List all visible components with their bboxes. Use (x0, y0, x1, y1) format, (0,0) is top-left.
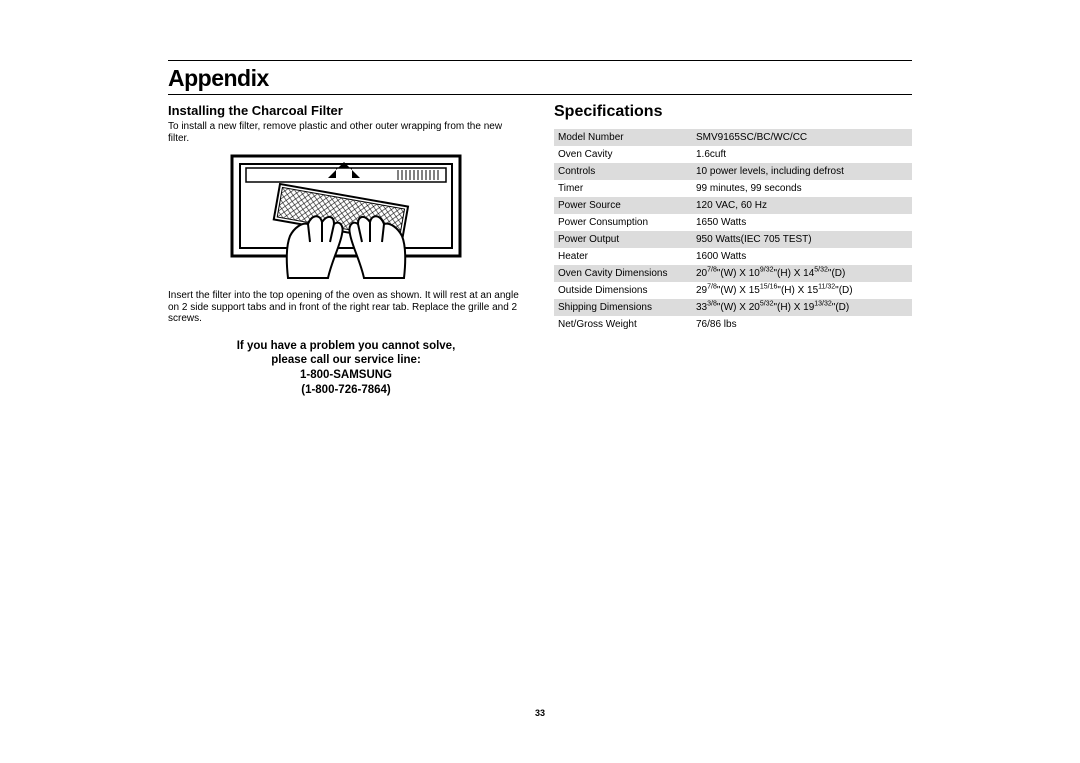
specs-table: Model NumberSMV9165SC/BC/WC/CCOven Cavit… (554, 129, 912, 333)
callout-line: (1-800-726-7864) (168, 383, 524, 398)
table-row: Power Output950 Watts(IEC 705 TEST) (554, 231, 912, 248)
spec-label: Oven Cavity Dimensions (554, 265, 692, 282)
spec-label: Model Number (554, 129, 692, 146)
table-row: Oven Cavity Dimensions207/8"(W) X 109/32… (554, 265, 912, 282)
spec-label: Power Consumption (554, 214, 692, 231)
spec-value: 1.6cuft (692, 146, 912, 163)
spec-label: Outside Dimensions (554, 282, 692, 299)
spec-value: 1650 Watts (692, 214, 912, 231)
table-row: Model NumberSMV9165SC/BC/WC/CC (554, 129, 912, 146)
table-row: Power Consumption1650 Watts (554, 214, 912, 231)
two-column-layout: Installing the Charcoal Filter To instal… (168, 103, 912, 398)
top-rule (168, 60, 912, 61)
spec-label: Controls (554, 163, 692, 180)
spec-value: 950 Watts(IEC 705 TEST) (692, 231, 912, 248)
table-row: Controls10 power levels, including defro… (554, 163, 912, 180)
spec-value: 1600 Watts (692, 248, 912, 265)
spec-label: Power Output (554, 231, 692, 248)
table-row: Oven Cavity1.6cuft (554, 146, 912, 163)
spec-label: Heater (554, 248, 692, 265)
install-caption: Insert the filter into the top opening o… (168, 290, 524, 325)
table-row: Power Source120 VAC, 60 Hz (554, 197, 912, 214)
install-intro: To install a new filter, remove plastic … (168, 121, 524, 144)
table-row: Heater1600 Watts (554, 248, 912, 265)
page-content: Appendix Installing the Charcoal Filter … (168, 60, 912, 398)
callout-line: please call our service line: (168, 353, 524, 368)
table-row: Shipping Dimensions333/8"(W) X 205/32"(H… (554, 299, 912, 316)
page-title: Appendix (168, 65, 269, 92)
spec-value: 10 power levels, including defrost (692, 163, 912, 180)
spec-label: Timer (554, 180, 692, 197)
left-column: Installing the Charcoal Filter To instal… (168, 103, 524, 398)
spec-label: Oven Cavity (554, 146, 692, 163)
spec-label: Power Source (554, 197, 692, 214)
spec-label: Net/Gross Weight (554, 316, 692, 333)
title-row: Appendix (168, 65, 912, 95)
spec-value: 297/8"(W) X 1515/16"(H) X 1511/32"(D) (692, 282, 912, 299)
install-heading: Installing the Charcoal Filter (168, 103, 524, 118)
table-row: Net/Gross Weight76/86 lbs (554, 316, 912, 333)
spec-value: 99 minutes, 99 seconds (692, 180, 912, 197)
right-column: Specifications Model NumberSMV9165SC/BC/… (554, 103, 912, 398)
filter-install-illustration (228, 150, 464, 280)
table-row: Outside Dimensions297/8"(W) X 1515/16"(H… (554, 282, 912, 299)
page-number: 33 (168, 708, 912, 718)
spec-label: Shipping Dimensions (554, 299, 692, 316)
table-row: Timer99 minutes, 99 seconds (554, 180, 912, 197)
spec-value: SMV9165SC/BC/WC/CC (692, 129, 912, 146)
spec-value: 76/86 lbs (692, 316, 912, 333)
callout-line: 1-800-SAMSUNG (168, 368, 524, 383)
service-callout: If you have a problem you cannot solve, … (168, 339, 524, 399)
specs-heading: Specifications (554, 103, 912, 121)
spec-value: 120 VAC, 60 Hz (692, 197, 912, 214)
spec-value: 207/8"(W) X 109/32"(H) X 145/32"(D) (692, 265, 912, 282)
callout-line: If you have a problem you cannot solve, (168, 339, 524, 354)
spec-value: 333/8"(W) X 205/32"(H) X 1913/32"(D) (692, 299, 912, 316)
